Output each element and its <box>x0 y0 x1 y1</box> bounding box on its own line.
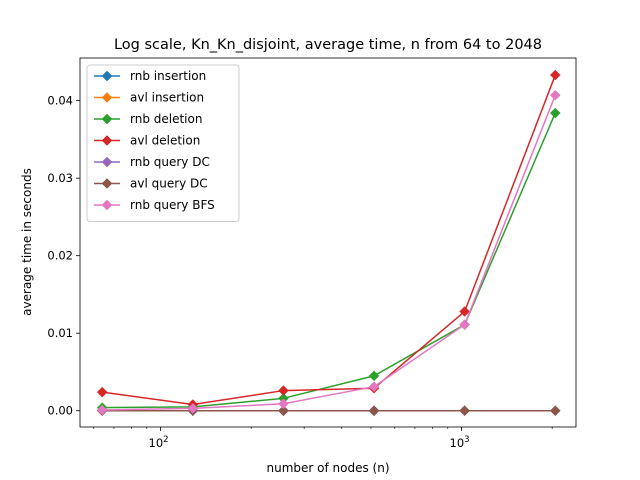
legend-label: rnb query DC <box>130 155 210 169</box>
legend-label: avl deletion <box>130 134 200 148</box>
y-tick-label: 0.03 <box>47 171 73 185</box>
data-point <box>368 370 380 382</box>
data-point <box>459 405 471 417</box>
data-point <box>549 69 561 81</box>
series-layer <box>96 69 561 417</box>
y-tick-label: 0.02 <box>47 249 73 263</box>
legend-marker <box>101 199 113 211</box>
axes-frame <box>79 57 577 428</box>
data-point <box>459 306 471 317</box>
legend-entry: rnb insertion <box>94 69 206 83</box>
x-axis: 102 103 <box>93 427 553 450</box>
legend-box <box>86 64 240 222</box>
y-tick-label: 0.04 <box>47 94 73 108</box>
legend-label: rnb query BFS <box>130 198 215 212</box>
x-tick-label: 103 <box>450 435 470 450</box>
legend-entry: rnb query DC <box>94 155 210 169</box>
legend-entry: avl insertion <box>94 91 204 105</box>
data-point <box>368 381 380 393</box>
data-point <box>368 405 380 417</box>
legend-marker <box>101 178 113 189</box>
series-rnb-query-BFS <box>96 89 561 416</box>
chart-title: Log scale, Kn_Kn_disjoint, average time,… <box>114 37 542 53</box>
legend-entry: rnb query BFS <box>94 198 215 212</box>
legend: rnb insertion avl insertion rnb deletion av… <box>86 64 240 222</box>
legend-marker <box>101 113 113 125</box>
x-tick-label: 102 <box>149 435 169 450</box>
y-axis-label: average time in seconds <box>20 168 34 316</box>
x-axis-label: number of nodes (n) <box>266 461 389 475</box>
data-point <box>278 398 289 410</box>
legend-marker <box>101 70 113 82</box>
y-tick-label: 0.00 <box>47 404 73 418</box>
data-point <box>278 385 289 396</box>
legend-entry: rnb deletion <box>94 112 202 126</box>
legend-entry: avl query DC <box>94 177 208 191</box>
y-tick-label: 0.01 <box>47 326 73 340</box>
y-axis: 0.00 0.01 0.02 0.03 0.04 <box>47 94 80 418</box>
legend-label: rnb insertion <box>130 69 206 83</box>
legend-label: avl query DC <box>130 177 208 191</box>
data-point <box>549 89 561 101</box>
data-point <box>96 386 108 398</box>
legend-label: rnb deletion <box>130 112 202 126</box>
data-point <box>187 403 199 414</box>
data-point <box>96 404 108 416</box>
data-point <box>549 405 561 417</box>
legend-marker <box>101 92 113 103</box>
data-point <box>549 107 561 119</box>
legend-entry: avl deletion <box>94 134 200 148</box>
data-point <box>459 319 471 331</box>
legend-label: avl insertion <box>130 91 204 105</box>
legend-marker <box>101 135 113 146</box>
series-line <box>102 94 556 411</box>
legend-marker <box>101 156 113 168</box>
series-line <box>102 112 556 409</box>
series-line <box>102 74 556 406</box>
data-point <box>278 405 289 417</box>
